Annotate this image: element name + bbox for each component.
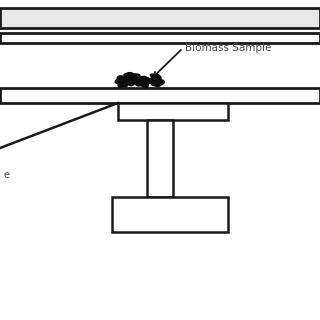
Ellipse shape [117,76,125,80]
Ellipse shape [132,77,137,80]
Ellipse shape [135,77,141,84]
Bar [118,103,228,120]
Ellipse shape [151,82,155,86]
Ellipse shape [125,73,134,77]
Ellipse shape [132,80,137,84]
Ellipse shape [134,74,140,77]
Ellipse shape [150,80,156,85]
Ellipse shape [122,78,126,83]
Ellipse shape [120,77,127,83]
Ellipse shape [118,83,122,87]
Ellipse shape [158,80,164,85]
Ellipse shape [159,82,161,85]
Ellipse shape [132,74,137,77]
Bar [0,33,320,43]
Ellipse shape [139,78,148,83]
Ellipse shape [126,77,132,80]
Ellipse shape [149,77,155,84]
Ellipse shape [146,79,151,82]
Ellipse shape [124,74,129,77]
Text: e: e [3,170,9,180]
Bar [147,120,173,197]
Ellipse shape [123,79,128,84]
Bar [0,88,320,103]
Ellipse shape [143,80,149,84]
Ellipse shape [151,78,160,85]
Ellipse shape [155,76,161,82]
Ellipse shape [153,76,161,80]
Ellipse shape [149,79,153,81]
Ellipse shape [115,79,121,84]
Ellipse shape [135,82,141,86]
Bar [112,197,228,232]
Ellipse shape [139,76,149,83]
Ellipse shape [153,74,159,78]
Ellipse shape [146,80,149,84]
Ellipse shape [153,80,161,86]
Ellipse shape [143,78,150,82]
Ellipse shape [123,78,132,85]
Text: Biomass Sample: Biomass Sample [185,43,271,53]
Ellipse shape [150,74,154,76]
Ellipse shape [119,81,125,87]
Ellipse shape [119,82,124,87]
Ellipse shape [143,83,146,88]
Ellipse shape [127,74,135,78]
Ellipse shape [138,80,146,86]
Ellipse shape [129,78,134,86]
Ellipse shape [118,76,124,85]
Bar [0,8,320,28]
Ellipse shape [137,77,146,83]
Ellipse shape [124,81,128,87]
Ellipse shape [140,80,148,88]
Ellipse shape [126,79,133,85]
